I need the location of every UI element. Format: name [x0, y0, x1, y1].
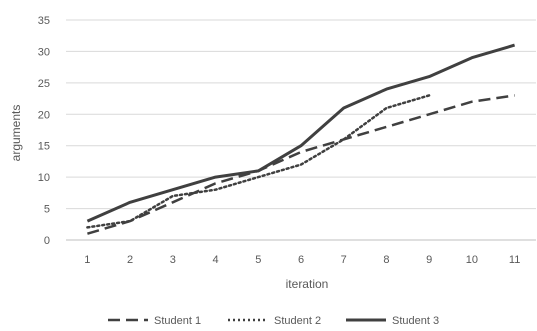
y-tick-label: 25: [38, 78, 50, 90]
y-tick-label: 30: [38, 46, 50, 58]
y-tick-label: 20: [38, 109, 50, 121]
x-tick-label: 6: [298, 254, 304, 266]
y-tick-label: 15: [38, 141, 50, 153]
gridlines: [66, 19, 536, 241]
x-tick-label: 10: [466, 254, 478, 266]
x-tick-label: 7: [341, 254, 347, 266]
x-tick-label: 8: [383, 254, 389, 266]
series-line-student-3: [86, 43, 516, 223]
y-axis-title: arguments: [9, 105, 23, 162]
legend-label: Student 1: [154, 315, 201, 327]
legend: Student 1 Student 2 Student 3: [108, 315, 439, 327]
y-tick-label: 35: [38, 15, 50, 27]
x-tick-label: 3: [170, 254, 176, 266]
x-axis-ticks: 1 2 3 4 5 6 7 8 9 10 11: [84, 254, 520, 266]
legend-label: Student 2: [274, 315, 321, 327]
y-axis-ticks: 0 5 10 15 20 25 30 35: [38, 15, 50, 247]
y-tick-label: 5: [44, 204, 50, 216]
legend-label: Student 3: [392, 315, 439, 327]
x-tick-label: 11: [509, 254, 520, 266]
y-tick-label: 10: [38, 172, 50, 184]
series-line-student-1: [87, 94, 515, 235]
y-tick-label: 0: [44, 235, 50, 247]
x-tick-label: 1: [84, 254, 90, 266]
x-tick-label: 5: [255, 254, 261, 266]
x-tick-label: 4: [212, 254, 218, 266]
x-axis-title: iteration: [286, 277, 329, 291]
series-line-student-2: [86, 94, 431, 229]
x-tick-label: 9: [426, 254, 432, 266]
series-lines: [86, 43, 516, 235]
x-tick-label: 2: [127, 254, 133, 266]
